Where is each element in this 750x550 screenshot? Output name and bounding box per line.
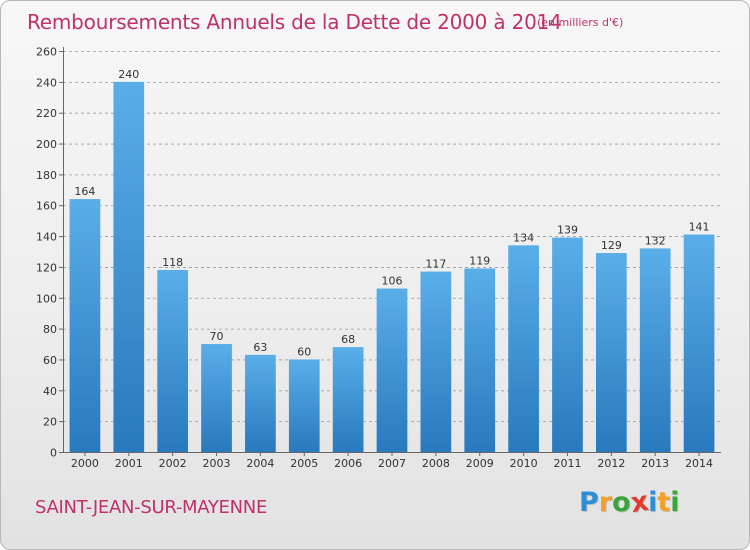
labels: 0 20 40 60 80 100 120 140 160 180 200 220 240 260 164 2… xyxy=(36,46,713,471)
x-tick-label: 2011 xyxy=(553,457,581,470)
y-tick-label: 240 xyxy=(36,76,57,89)
data-label: 119 xyxy=(469,254,490,267)
logo-letter: i xyxy=(648,487,658,518)
bars xyxy=(69,81,715,452)
x-tick-label: 2004 xyxy=(246,457,274,470)
x-tick-label: 2003 xyxy=(203,457,231,470)
data-label: 118 xyxy=(162,256,183,269)
data-label: 70 xyxy=(210,330,224,343)
y-tick-label: 200 xyxy=(36,138,57,151)
y-tick-label: 180 xyxy=(36,169,57,182)
x-tick-label: 2006 xyxy=(334,457,362,470)
x-tick-label: 2001 xyxy=(115,457,143,470)
bar xyxy=(683,234,715,452)
data-label: 164 xyxy=(74,185,95,198)
bar xyxy=(420,271,452,452)
y-tick-label: 80 xyxy=(43,323,57,336)
bar xyxy=(552,237,583,452)
y-tick-label: 20 xyxy=(43,416,57,429)
data-label: 141 xyxy=(689,221,710,234)
bar xyxy=(157,270,189,452)
x-tick-label: 2012 xyxy=(597,457,625,470)
bar xyxy=(288,359,320,452)
data-label: 68 xyxy=(341,333,355,346)
data-label: 63 xyxy=(253,341,267,354)
logo-letter: x xyxy=(628,485,651,520)
x-tick-label: 2000 xyxy=(71,457,99,470)
bar xyxy=(376,288,408,452)
y-tick-label: 220 xyxy=(36,107,57,120)
bar xyxy=(464,268,496,452)
x-tick-label: 2010 xyxy=(510,457,538,470)
data-label: 240 xyxy=(118,68,139,81)
data-label: 139 xyxy=(557,224,578,237)
logo-letter: t xyxy=(657,487,671,518)
bar xyxy=(113,81,145,452)
logo-letter: r xyxy=(598,487,613,518)
commune-name: SAINT-JEAN-SUR-MAYENNE xyxy=(35,497,268,518)
y-tick-label: 120 xyxy=(36,261,57,274)
data-label: 117 xyxy=(425,258,446,271)
data-label: 106 xyxy=(382,275,403,288)
chart-subtitle: (en milliers d'€) xyxy=(537,16,624,29)
y-tick-label: 60 xyxy=(43,354,57,367)
chart-title: Remboursements Annuels de la Dette de 20… xyxy=(27,10,562,34)
x-tick-label: 2013 xyxy=(641,457,669,470)
bar xyxy=(245,354,276,452)
x-tick-label: 2014 xyxy=(685,457,713,470)
y-tick-label: 260 xyxy=(36,46,57,59)
y-tick-label: 100 xyxy=(36,292,57,305)
bar xyxy=(508,245,539,452)
logo-letter: P xyxy=(579,487,599,518)
x-tick-label: 2005 xyxy=(290,457,318,470)
x-tick-label: 2008 xyxy=(422,457,450,470)
y-tick-label: 160 xyxy=(36,200,57,213)
proxiti-logo: Proxiti xyxy=(579,485,680,520)
x-tick-label: 2009 xyxy=(466,457,494,470)
bar xyxy=(69,199,101,452)
bar xyxy=(595,253,627,452)
axes xyxy=(59,47,721,456)
data-label: 60 xyxy=(297,345,311,358)
bar xyxy=(201,344,232,452)
logo-letter: o xyxy=(612,487,631,518)
y-tick-label: 0 xyxy=(50,447,57,460)
data-label: 129 xyxy=(601,239,622,252)
x-tick-label: 2002 xyxy=(159,457,187,470)
y-tick-label: 140 xyxy=(36,231,57,244)
data-label: 132 xyxy=(645,234,666,247)
bar xyxy=(639,248,671,452)
x-tick-label: 2007 xyxy=(378,457,406,470)
bar xyxy=(332,347,364,452)
y-tick-label: 40 xyxy=(43,385,57,398)
data-label: 134 xyxy=(513,231,534,244)
logo-letter: i xyxy=(670,487,680,518)
